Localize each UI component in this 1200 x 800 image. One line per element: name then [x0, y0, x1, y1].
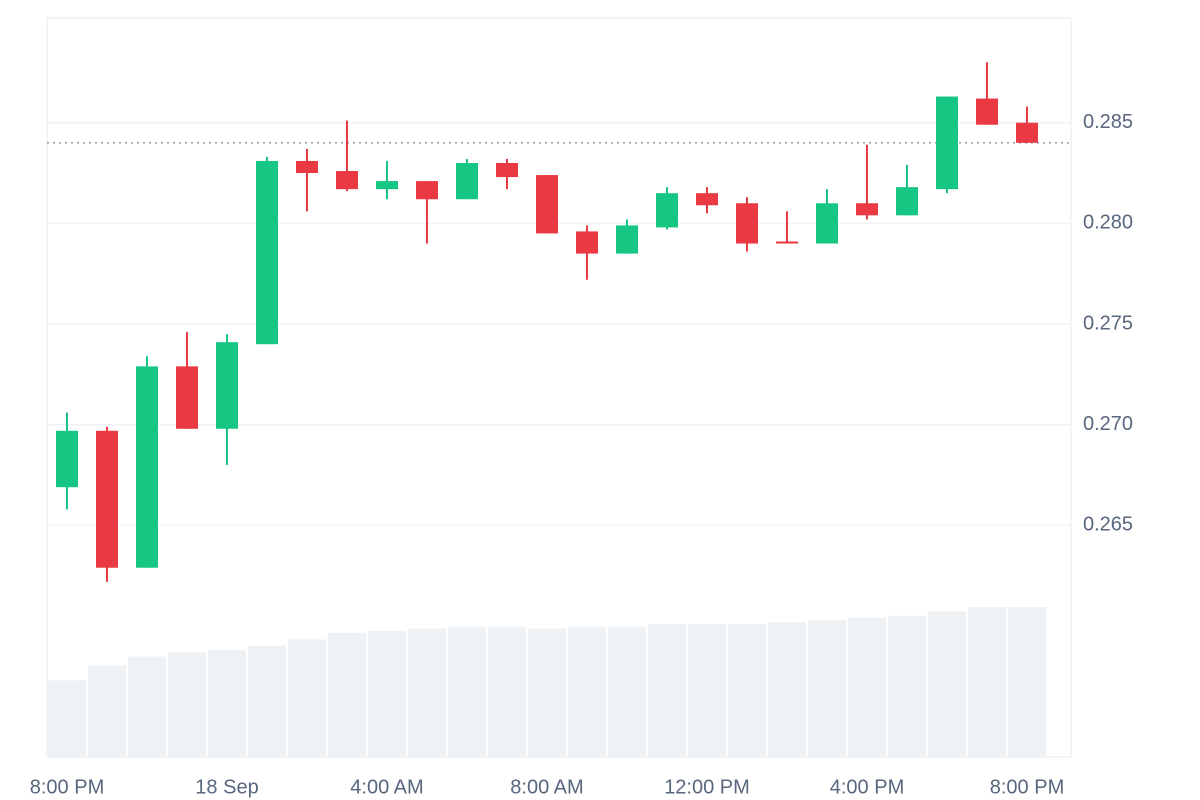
- x-tick-label: 4:00 PM: [830, 776, 904, 798]
- y-tick-label: 0.265: [1083, 514, 1133, 536]
- volume-bar: [1008, 607, 1046, 757]
- x-tick-label: 8:00 PM: [990, 776, 1064, 798]
- volume-bar: [848, 617, 886, 757]
- volume-bar: [608, 626, 646, 757]
- volume-bar: [888, 615, 926, 757]
- volume-bar: [968, 607, 1006, 757]
- volume-bar: [528, 628, 566, 757]
- candle-body: [576, 231, 598, 254]
- candle-body: [296, 160, 318, 174]
- candle-body: [136, 366, 158, 568]
- x-tick-label: 18 Sep: [195, 776, 258, 798]
- x-tick-label: 8:00 AM: [510, 776, 583, 798]
- candle-body: [176, 366, 198, 429]
- candle-body: [656, 193, 678, 228]
- candle-body: [456, 162, 478, 200]
- candle-body: [976, 98, 998, 125]
- candle-body: [376, 181, 398, 190]
- candle-body: [256, 160, 278, 345]
- volume-bar: [128, 656, 166, 757]
- candle-body: [216, 342, 238, 429]
- volume-bar: [408, 628, 446, 757]
- candle-body: [896, 187, 918, 216]
- volume-bar: [568, 626, 606, 757]
- x-tick-label: 4:00 AM: [350, 776, 423, 798]
- volume-bar: [248, 645, 286, 757]
- candle-body: [496, 162, 518, 178]
- volume-bar: [288, 639, 326, 757]
- volume-bar: [88, 665, 126, 757]
- x-tick-label: 8:00 PM: [30, 776, 104, 798]
- volume-bar: [808, 619, 846, 757]
- candle-body: [816, 203, 838, 244]
- volume-bar: [648, 624, 686, 757]
- volume-bar: [48, 680, 86, 757]
- candle-body: [696, 193, 718, 206]
- y-tick-label: 0.280: [1083, 212, 1133, 234]
- candle-body: [736, 203, 758, 244]
- volume-bar: [768, 622, 806, 757]
- candle-body: [56, 430, 78, 488]
- y-tick-label: 0.275: [1083, 312, 1133, 334]
- volume-bar: [728, 624, 766, 757]
- y-tick-label: 0.270: [1083, 413, 1133, 435]
- y-tick-label: 0.285: [1083, 111, 1133, 133]
- candle-body: [616, 225, 638, 254]
- volume-bar: [488, 626, 526, 757]
- candle-body: [96, 430, 118, 568]
- candle-body: [416, 181, 438, 200]
- volume-bar: [368, 630, 406, 757]
- candle-body: [1016, 122, 1038, 143]
- x-tick-label: 12:00 PM: [664, 776, 750, 798]
- candle-body: [856, 203, 878, 216]
- volume-bar: [168, 652, 206, 757]
- volume-bar: [928, 611, 966, 757]
- volume-bar: [688, 624, 726, 757]
- candle-body: [776, 241, 798, 244]
- volume-bar: [208, 650, 246, 757]
- volume-bar: [328, 632, 366, 757]
- volume-bar: [448, 626, 486, 757]
- candle-body: [536, 175, 558, 234]
- candle-body: [336, 171, 358, 190]
- candle-body: [936, 96, 958, 190]
